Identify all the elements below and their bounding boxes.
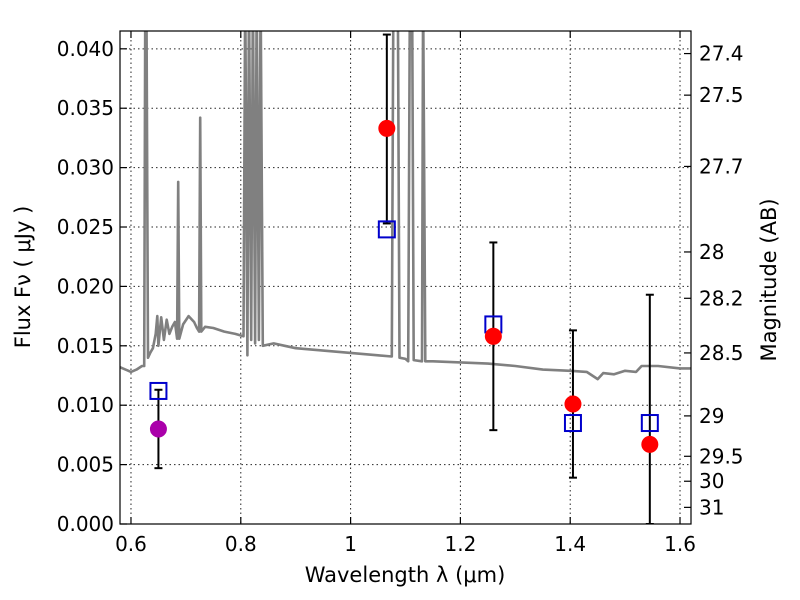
right-tick-label: 27.4 (699, 42, 744, 66)
right-tick-label: 27.7 (699, 154, 744, 178)
y-tick-label: 0.020 (57, 274, 114, 298)
y-tick-label: 0.015 (57, 334, 114, 358)
tick-labels: 0.6 0.8 1 1.2 1.4 1.6 0.000 0.005 0.010 0.015 0.02… (57, 37, 744, 556)
x-axis-label-text: Wavelength λ (μm) (305, 563, 506, 587)
right-tick-label: 28.5 (699, 341, 744, 365)
right-tick-label: 31 (699, 495, 724, 519)
observed-point (378, 119, 396, 137)
y-tick-label: 0.025 (57, 215, 114, 239)
model-photometry-square (149, 381, 168, 400)
model-photometry-square (563, 414, 582, 433)
y-tick-label: 0.010 (57, 393, 114, 417)
right-tick-label: 28.2 (699, 286, 744, 310)
observed-point (564, 395, 582, 413)
x-tick-label: 1.6 (664, 532, 696, 556)
right-tick-label: 30 (699, 469, 724, 493)
y-tick-label: 0.030 (57, 156, 114, 180)
observed-point (484, 327, 502, 345)
x-tick-label: 0.6 (115, 532, 147, 556)
grid (120, 31, 691, 524)
model-sed-line (120, 31, 691, 381)
y-axis-label-text: Flux Fν ( μJy ) (11, 206, 35, 349)
y-tick-label: 0.005 (57, 453, 114, 477)
y-tick-label: 0.035 (57, 96, 114, 120)
x-tick-label: 0.8 (225, 532, 257, 556)
right-axis-label-text: Magnitude (AB) (757, 198, 781, 361)
y-tick-label: 0.000 (57, 512, 114, 536)
model-photometry-square (640, 414, 659, 433)
x-axis-label: Wavelength λ (μm) (305, 563, 506, 587)
right-axis-label: Magnitude (AB) (757, 198, 781, 361)
right-tick-label: 27.5 (699, 83, 744, 107)
model-photometry-square (377, 220, 396, 239)
right-tick-label: 29.5 (699, 444, 744, 468)
y-tick-label: 0.040 (57, 37, 114, 61)
plot-area (120, 31, 691, 524)
right-tick-label: 29 (699, 404, 724, 428)
x-tick-label: 1.2 (444, 532, 476, 556)
observed-point (149, 420, 167, 438)
observed-point (641, 435, 659, 453)
x-tick-label: 1 (344, 532, 357, 556)
y-axis-label: Flux Fν ( μJy ) (11, 206, 35, 349)
x-tick-label: 1.4 (554, 532, 586, 556)
right-tick-label: 28 (699, 240, 724, 264)
axis-ticks (120, 31, 691, 525)
plot-frame (119, 30, 692, 525)
